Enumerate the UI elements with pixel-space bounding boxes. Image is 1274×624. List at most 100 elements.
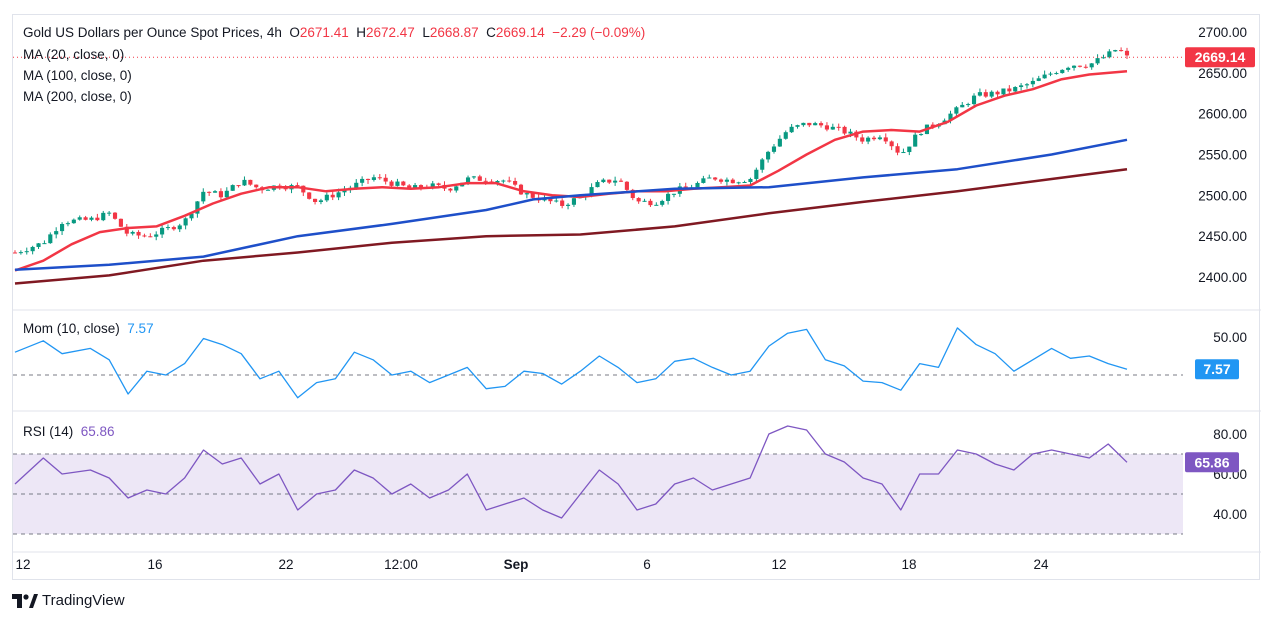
candle-body — [883, 137, 888, 142]
ohlc-open-label: O — [289, 25, 300, 40]
candle-body — [430, 183, 435, 188]
candle-body — [65, 223, 71, 225]
candle-body — [636, 198, 641, 202]
candle-body — [748, 178, 753, 183]
candle-body — [1048, 73, 1053, 75]
candle-body — [771, 146, 777, 152]
candle-body — [895, 146, 900, 153]
time-axis-tick-label: 12:00 — [384, 557, 418, 572]
candle-body — [830, 126, 835, 130]
rsi-value-badge — [1185, 452, 1239, 473]
candle-body — [60, 224, 65, 232]
time-axis-tick-label: 16 — [147, 557, 162, 572]
last-price-badge-text: 2669.14 — [1195, 49, 1246, 65]
symbol-title[interactable]: Gold US Dollars per Ounce Spot Prices, 4… — [23, 25, 282, 40]
candle-body — [342, 190, 347, 193]
price-axis-tick-label: 2600.00 — [1198, 107, 1247, 122]
price-axis-tick-label: 2550.00 — [1198, 148, 1247, 163]
candle-body — [1030, 80, 1035, 85]
candle-body — [136, 231, 141, 236]
candle-body — [1095, 58, 1100, 64]
momentum-layer — [13, 327, 1183, 399]
candle-body — [307, 192, 312, 199]
price-axis-tick-label: 2650.00 — [1198, 66, 1247, 81]
candle-body — [130, 231, 135, 234]
legend-rsi[interactable]: RSI (14) 65.86 — [23, 424, 115, 439]
candle-body — [589, 187, 594, 196]
candle-body — [1066, 67, 1071, 70]
candle-body — [813, 123, 818, 126]
candle-body — [654, 204, 659, 206]
candle-body — [242, 179, 247, 186]
candle-body — [471, 176, 476, 178]
tradingview-logo[interactable]: TradingView — [12, 592, 125, 609]
momentum-line — [14, 327, 1128, 399]
candle-body — [483, 180, 488, 182]
rsi-layer — [13, 425, 1183, 535]
candle-body — [224, 190, 229, 198]
candle-body — [218, 191, 223, 198]
ohlc-open-value: 2671.41 — [299, 25, 349, 40]
momentum-label: Mom (10, close) — [23, 321, 120, 336]
candle-body — [877, 137, 882, 140]
candle-body — [1054, 73, 1059, 75]
candle-body — [642, 200, 647, 202]
legend-ma100[interactable]: MA (100, close, 0) — [23, 68, 132, 83]
candle-body — [842, 126, 847, 134]
candle-body — [907, 146, 912, 153]
momentum-value: 7.57 — [127, 321, 154, 336]
candle-body — [960, 104, 965, 108]
candle-body — [42, 243, 47, 245]
candle-body — [930, 124, 935, 127]
candle-body — [766, 151, 771, 160]
momentum-value-badge — [1195, 359, 1239, 380]
rsi-axis-tick-label: 40.00 — [1213, 507, 1247, 522]
candle-body — [95, 217, 100, 221]
legend-momentum[interactable]: Mom (10, close) 7.57 — [23, 321, 154, 336]
candle-body — [595, 182, 600, 188]
candle-body — [454, 186, 459, 191]
candle-body — [236, 185, 241, 187]
candle-body — [1042, 74, 1047, 79]
momentum-value-badge-text: 7.57 — [1203, 361, 1230, 377]
candle-body — [866, 137, 871, 142]
candle-body — [607, 179, 612, 183]
legend-ma20[interactable]: MA (20, close, 0) — [23, 47, 125, 62]
candle-body — [848, 131, 853, 134]
candle-body — [1119, 50, 1124, 52]
candle-body — [1036, 78, 1041, 81]
price-axis-tick-label: 2700.00 — [1198, 25, 1247, 40]
candle-body — [36, 243, 41, 247]
candle-body — [195, 201, 200, 214]
candle-body — [189, 213, 194, 219]
candle-body — [807, 122, 812, 126]
candle-body — [913, 134, 918, 147]
candle-body — [1083, 66, 1088, 68]
candle-body — [48, 234, 53, 244]
candle-body — [836, 126, 841, 128]
candle-body — [560, 200, 565, 206]
time-axis-tick-label: Sep — [504, 557, 529, 572]
chart-canvas[interactable]: 2700.00 2650.00 2600.00 2550.00 2500.00 24 50.… — [13, 15, 1261, 581]
time-axis-tick-label: 24 — [1033, 557, 1049, 572]
candle-body — [177, 225, 182, 230]
ohlc-close-value: 2669.14 — [495, 25, 545, 40]
candle-body — [77, 217, 82, 220]
axis-layer: 2700.00 2650.00 2600.00 2550.00 2500.00 24 50.… — [13, 25, 1255, 572]
ohlc-low-label: L — [422, 25, 430, 40]
legend-ma200[interactable]: MA (200, close, 0) — [23, 89, 132, 104]
candle-body — [330, 194, 335, 198]
candle-body — [613, 180, 618, 183]
candle-body — [624, 181, 629, 190]
candle-body — [377, 177, 382, 179]
momentum-axis-tick-label: 50.00 — [1213, 330, 1247, 345]
candle-body — [954, 107, 959, 114]
candle-body — [989, 91, 994, 97]
candle-body — [83, 217, 88, 220]
ohlc-high-label: H — [356, 25, 366, 40]
candle-body — [1019, 85, 1024, 88]
price-axis-tick-label: 2500.00 — [1198, 188, 1247, 203]
candle-body — [30, 246, 35, 252]
tradingview-wordmark: TradingView — [42, 592, 125, 609]
time-axis-tick-label: 6 — [643, 557, 651, 572]
